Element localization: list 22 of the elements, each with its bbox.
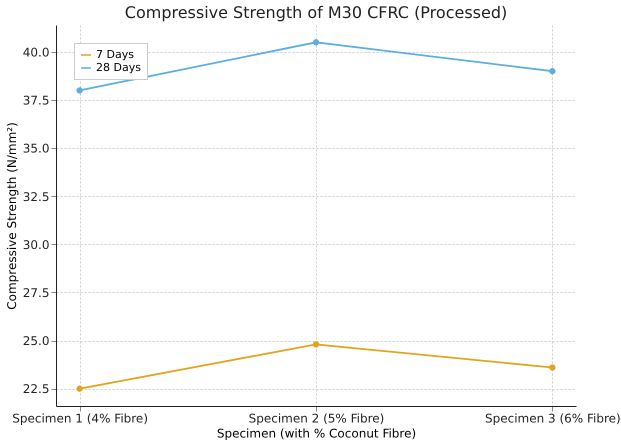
x-tick-label: Specimen 2 (5% Fibre) [248, 412, 384, 426]
x-tick-label: Specimen 3 (6% Fibre) [484, 412, 621, 426]
legend-label: 7 Days [96, 48, 134, 61]
legend-label: 28 Days [96, 61, 142, 74]
y-tick-label: 30.0 [22, 238, 50, 252]
x-tick-label: Specimen 1 (4% Fibre) [12, 412, 148, 426]
point [76, 87, 83, 94]
y-tick-label: 27.5 [22, 286, 50, 300]
chart-title: Compressive Strength of M30 CFRC (Processed) [124, 3, 508, 22]
y-axis-title: Compressive Strength (N/mm²) [4, 122, 19, 310]
y-tick-label: 37.5 [22, 94, 50, 108]
x-axis-title: Specimen (with % Coconut Fibre) [216, 426, 416, 440]
point [312, 341, 320, 348]
y-tick-label: 22.5 [22, 382, 50, 396]
y-tick-label: 25.0 [22, 334, 50, 348]
point [549, 68, 556, 74]
y-tick-label: 35.0 [22, 142, 50, 156]
y-tick-label: 32.5 [22, 190, 50, 204]
point [549, 364, 556, 371]
y-tick-label: 40.0 [22, 45, 50, 60]
point [312, 39, 320, 46]
point [76, 386, 83, 392]
